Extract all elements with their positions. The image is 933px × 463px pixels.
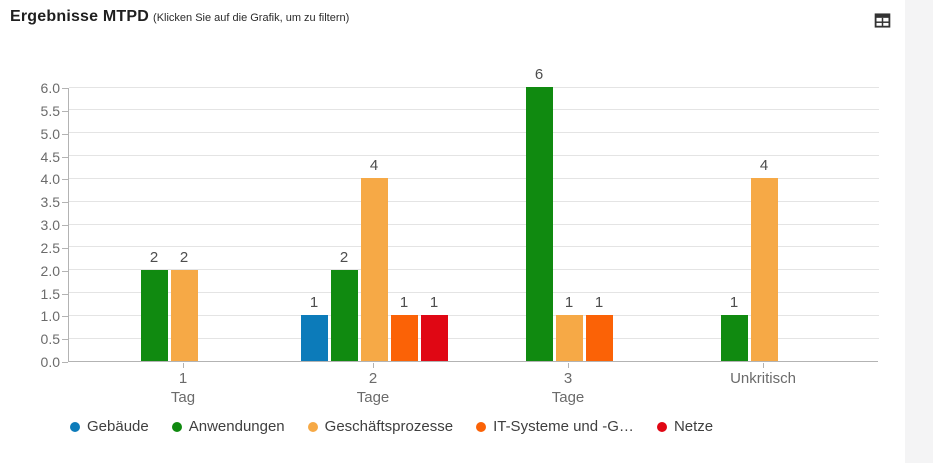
- table-icon: [874, 12, 890, 28]
- legend-item-gesch-ftsprozesse[interactable]: Geschäftsprozesse: [307, 418, 454, 435]
- y-gridline: [69, 86, 879, 88]
- bar-it-systeme-und-g--3[interactable]: [585, 315, 613, 361]
- legend-label: Geschäftsprozesse: [324, 418, 454, 435]
- bar-value-label: 1: [399, 294, 409, 312]
- x-axis-tick-mark: [568, 363, 569, 368]
- legend-label: Netze: [673, 418, 714, 435]
- legend-item-netze[interactable]: Netze: [656, 418, 714, 435]
- x-axis-category-label: 3 Tage: [551, 370, 585, 406]
- bar-anwendungen-2[interactable]: [330, 269, 358, 361]
- y-axis-tick-label: 2.5: [40, 239, 60, 256]
- legend-dot-icon: [70, 421, 80, 432]
- bar-anwendungen-1[interactable]: [140, 269, 168, 361]
- bar-value-label: 1: [429, 294, 439, 312]
- bar-gesch-ftsprozesse-1[interactable]: [170, 269, 198, 361]
- y-gridline: [69, 132, 879, 134]
- legend-item-anwendungen[interactable]: Anwendungen: [171, 418, 285, 435]
- y-gridline: [69, 177, 879, 179]
- bar-gesch-ftsprozesse-2[interactable]: [360, 178, 388, 361]
- y-gridline: [69, 337, 879, 339]
- y-gridline: [69, 109, 879, 111]
- bar-netze-2[interactable]: [420, 315, 448, 361]
- legend-label: Gebäude: [87, 418, 149, 435]
- x-axis-tick-mark: [373, 363, 374, 368]
- y-gridline: [69, 269, 879, 271]
- y-axis-tick-mark: [62, 362, 68, 363]
- y-axis-tick-label: 1.5: [40, 285, 60, 302]
- y-axis-tick-label: 0.0: [40, 354, 60, 370]
- table-view-button[interactable]: [871, 9, 893, 31]
- x-axis-category-label: Unkritisch: [730, 370, 796, 387]
- bar-anwendungen-3[interactable]: [525, 87, 553, 361]
- y-axis-tick-mark: [62, 316, 68, 318]
- y-axis-tick-label: 5.0: [40, 125, 60, 142]
- bar-value-label: 2: [179, 248, 189, 266]
- y-gridline: [69, 200, 879, 202]
- legend-label: Anwendungen: [188, 418, 285, 435]
- y-gridline: [69, 223, 879, 225]
- y-gridline: [69, 314, 879, 316]
- legend-label: IT-Systeme und -G…: [493, 418, 634, 435]
- y-axis-tick-label: 5.5: [40, 102, 60, 119]
- x-axis-category-label: 2 Tage: [356, 370, 390, 406]
- y-axis-tick-label: 0.5: [40, 331, 60, 348]
- y-gridline: [69, 155, 879, 156]
- chart-subtitle: (Klicken Sie auf die Grafik, um zu filte…: [153, 12, 350, 24]
- chart-header: Ergebnisse MTPD (Klicken Sie auf die Graf…: [10, 8, 895, 36]
- chart-legend: Gebäude Anwendungen Geschäftsprozesse IT-Sy…: [70, 418, 713, 435]
- y-axis-tick-mark: [62, 110, 68, 112]
- legend-dot-icon: [476, 421, 487, 432]
- y-axis-tick-mark: [62, 156, 68, 158]
- y-axis-tick-label: 3.0: [40, 217, 60, 233]
- legend-dot-icon: [171, 421, 182, 432]
- x-axis-tick-mark: [183, 363, 184, 368]
- bar-value-label: 1: [564, 294, 574, 312]
- y-axis-tick-label: 4.5: [40, 148, 60, 165]
- y-axis-tick-mark: [62, 88, 68, 89]
- legend-item-geb-ude[interactable]: Gebäude: [70, 418, 149, 435]
- y-axis-tick-label: 4.0: [40, 171, 60, 188]
- legend-dot-icon: [307, 421, 318, 432]
- y-axis-tick-mark: [62, 225, 68, 226]
- y-gridline: [69, 292, 879, 293]
- y-axis-tick-mark: [62, 293, 68, 295]
- legend-item-it-systeme-und-g-[interactable]: IT-Systeme und -G…: [476, 418, 634, 435]
- bar-geb-ude-2[interactable]: [300, 315, 328, 361]
- bar-value-label: 4: [369, 157, 379, 175]
- bar-value-label: 6: [534, 66, 544, 83]
- bar-anwendungen-4[interactable]: [720, 315, 748, 361]
- y-axis-tick-label: 6.0: [40, 80, 60, 96]
- bar-gesch-ftsprozesse-3[interactable]: [555, 315, 583, 361]
- y-axis-tick-mark: [62, 247, 68, 249]
- bar-value-label: 1: [309, 294, 319, 312]
- y-axis-tick-mark: [62, 202, 68, 204]
- x-axis-tick-mark: [763, 363, 764, 368]
- bar-it-systeme-und-g--2[interactable]: [390, 315, 418, 361]
- chart-card: Ergebnisse MTPD (Klicken Sie auf die Graf…: [0, 0, 905, 463]
- bar-value-label: 2: [339, 248, 349, 266]
- y-gridline: [69, 246, 879, 248]
- chart-title: Ergebnisse MTPD: [10, 8, 150, 25]
- y-axis-tick-mark: [62, 339, 68, 341]
- y-axis-tick-label: 1.0: [40, 308, 60, 325]
- bar-value-label: 4: [759, 157, 769, 175]
- bar-value-label: 1: [594, 294, 604, 312]
- bar-value-label: 1: [729, 294, 739, 312]
- x-axis-category-label: 1 Tag: [170, 370, 196, 406]
- y-axis-tick-label: 3.5: [40, 194, 60, 211]
- y-axis-tick-mark: [62, 270, 68, 272]
- y-axis-tick-label: 2.0: [40, 262, 60, 279]
- y-axis-tick-mark: [62, 179, 68, 181]
- bar-value-label: 2: [149, 248, 159, 266]
- legend-dot-icon: [656, 421, 667, 432]
- y-axis-tick-mark: [62, 133, 68, 135]
- bar-gesch-ftsprozesse-4[interactable]: [750, 178, 778, 361]
